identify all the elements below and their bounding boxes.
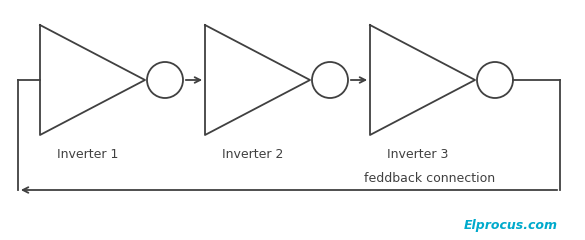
Text: Inverter 1: Inverter 1 — [57, 148, 119, 161]
Text: feddback connection: feddback connection — [364, 172, 495, 185]
Text: Elprocus.com: Elprocus.com — [464, 218, 558, 232]
Text: Inverter 3: Inverter 3 — [387, 148, 449, 161]
Text: Inverter 2: Inverter 2 — [222, 148, 284, 161]
